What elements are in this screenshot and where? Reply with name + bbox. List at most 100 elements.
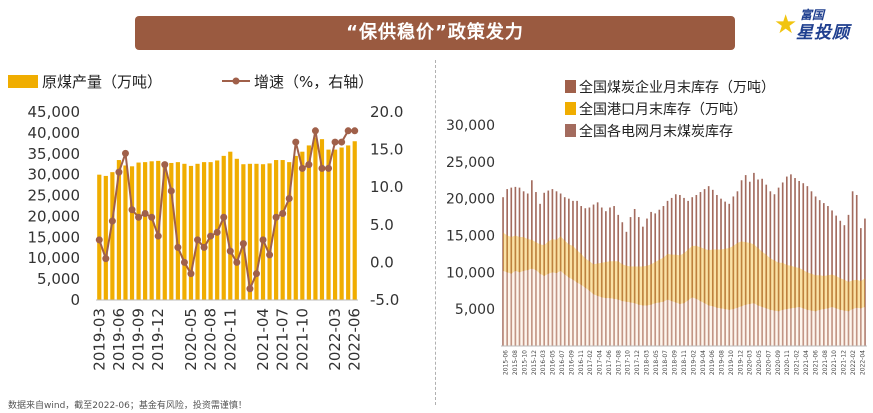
y-tick: 20,000 [446, 192, 495, 208]
x-tick-label: 2019-02 [690, 350, 697, 375]
grid-inventory-bar [814, 196, 817, 346]
growth-point [344, 127, 352, 135]
grid-inventory-bar [596, 202, 599, 346]
grid-inventory-bar [621, 222, 624, 346]
output-bar [260, 164, 266, 300]
legend-label-enterprise: 全国煤炭企业月末库存（万吨） [579, 79, 775, 96]
output-bar [326, 149, 331, 300]
star-icon: ★ [774, 10, 798, 40]
grid-inventory-bar [769, 191, 772, 346]
grid-inventory-bar [691, 197, 694, 346]
output-bar [339, 147, 344, 300]
grid-inventory-bar [835, 215, 837, 346]
grid-inventory-bar [555, 191, 558, 346]
x-tick-label: 2020-08 [202, 308, 220, 371]
y-right-tick: 0.0 [370, 253, 394, 271]
output-bar [136, 162, 141, 300]
grid-inventory-bar [646, 218, 648, 346]
x-tick-label: 2019-06 [709, 350, 716, 375]
legend-swatch-port [565, 102, 576, 115]
x-tick-label: 2020-07 [765, 350, 772, 375]
grid-inventory-bar [613, 206, 615, 346]
grid-inventory-bar [526, 193, 529, 346]
output-bar [241, 164, 246, 300]
legend-label-grid: 全国各电网月末煤炭库存 [579, 123, 733, 140]
grid-inventory-bar [592, 204, 595, 346]
growth-point [174, 243, 182, 251]
output-bar [247, 163, 253, 300]
grid-inventory-bar [802, 183, 805, 346]
grid-inventory-bar [699, 192, 702, 346]
grid-inventory-bar [572, 200, 574, 346]
grid-inventory-bar [547, 190, 550, 346]
grid-inventory-bar [732, 196, 735, 346]
y-left-tick: 20,000 [28, 207, 81, 225]
output-bar [306, 145, 311, 300]
output-bar [116, 160, 122, 300]
x-tick-label: 2022-03 [326, 308, 344, 371]
legend-label-growth: 增速（%，右轴） [254, 73, 373, 91]
grid-inventory-bar [600, 207, 603, 346]
x-tick-label: 2016-05 [550, 350, 557, 375]
x-tick-label: 2018-03 [643, 350, 650, 375]
x-tick-label: 2018-05 [653, 350, 660, 375]
growth-point [331, 138, 339, 146]
x-tick-label: 2019-10 [728, 350, 735, 375]
growth-point [239, 240, 247, 248]
x-tick-label: 2018-09 [672, 350, 679, 375]
grid-inventory-bar [790, 174, 792, 346]
grid-inventory-bar [559, 193, 562, 346]
output-bar [234, 158, 239, 300]
legend-label-output: 原煤产量（万吨） [42, 73, 162, 91]
growth-point [259, 236, 267, 244]
grid-inventory-bar [584, 208, 587, 346]
growth-point [161, 161, 169, 169]
panel-divider [435, 60, 436, 405]
grid-inventory-bar [535, 192, 537, 346]
growth-point [148, 213, 156, 221]
growth-point [220, 213, 228, 221]
grid-inventory-bar [839, 220, 842, 346]
grid-inventory-bar [543, 192, 546, 346]
growth-point [128, 206, 136, 214]
growth-point [194, 236, 202, 244]
y-right-tick: 10.0 [370, 178, 403, 196]
grid-inventory-bar [748, 181, 751, 346]
grid-inventory-bar [551, 189, 554, 346]
y-tick: 25,000 [446, 155, 495, 171]
output-bar [103, 175, 108, 300]
output-bar [162, 162, 167, 300]
growth-point [318, 164, 326, 172]
growth-point [266, 251, 274, 259]
output-bar [287, 162, 292, 300]
growth-point [298, 164, 306, 172]
grid-inventory-bar [617, 214, 620, 346]
growth-point [233, 258, 241, 266]
x-tick-label: 2019-09 [130, 308, 148, 371]
x-tick-label: 2020-05 [756, 350, 763, 375]
grid-inventory-bar [773, 194, 776, 346]
output-bar [313, 137, 318, 300]
grid-inventory-bar [806, 186, 809, 346]
brand-top-text: 富国 [800, 8, 825, 22]
grid-inventory-bar [609, 207, 611, 346]
legend-label-port: 全国港口月末库存（万吨） [579, 101, 747, 118]
legend-swatch-grid [565, 124, 576, 137]
y-tick: 5,000 [455, 302, 495, 318]
y-left-tick: 0 [70, 291, 80, 309]
grid-inventory-bar [695, 194, 698, 346]
output-bar [332, 149, 338, 300]
output-bar [254, 163, 259, 300]
grid-inventory-bar [777, 187, 780, 346]
grid-inventory-bar [818, 200, 821, 346]
growth-point [121, 149, 129, 157]
x-tick-label: 2016-09 [568, 350, 575, 375]
grid-inventory-bar [855, 194, 858, 346]
y-left-tick: 40,000 [28, 124, 81, 142]
x-tick-label: 2017-06 [606, 350, 613, 375]
grid-inventory-bar [757, 179, 759, 346]
grid-inventory-bar [650, 211, 652, 346]
x-tick-label: 2021-10 [293, 308, 311, 371]
grid-inventory-bar [629, 217, 632, 346]
output-bar [293, 155, 298, 300]
